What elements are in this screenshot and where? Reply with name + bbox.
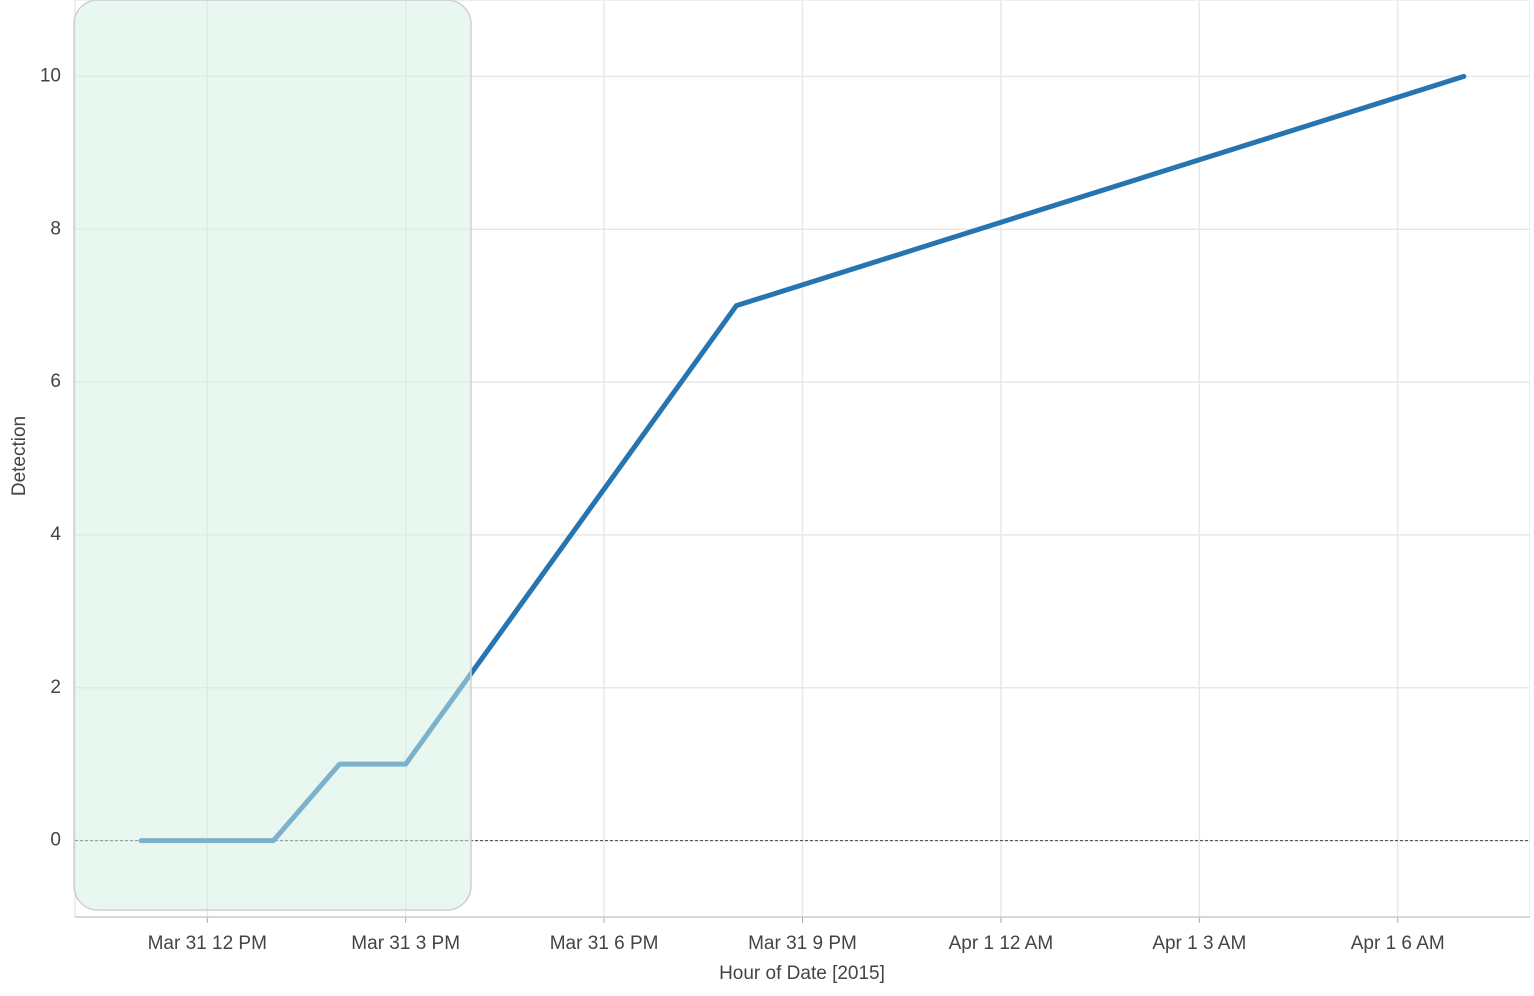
y-tick-label: 10 [40,65,61,86]
y-tick-label: 0 [50,830,61,851]
y-tick-label: 2 [50,677,61,698]
x-tick-label: Apr 1 12 AM [949,933,1054,954]
x-tick-label: Mar 31 9 PM [748,933,857,954]
x-tick-label: Apr 1 6 AM [1351,933,1445,954]
x-tick-label: Apr 1 3 AM [1152,933,1246,954]
x-tick-label: Mar 31 6 PM [550,933,659,954]
x-tick-label: Mar 31 12 PM [148,933,267,954]
y-axis-label: Detection [9,416,30,496]
y-tick-label: 8 [50,218,61,239]
y-tick-label: 4 [50,524,61,545]
x-axis-label: Hour of Date [2015] [719,963,885,984]
x-tick-label: Mar 31 3 PM [351,933,460,954]
y-tick-label: 6 [50,371,61,392]
selection-box [73,0,472,911]
